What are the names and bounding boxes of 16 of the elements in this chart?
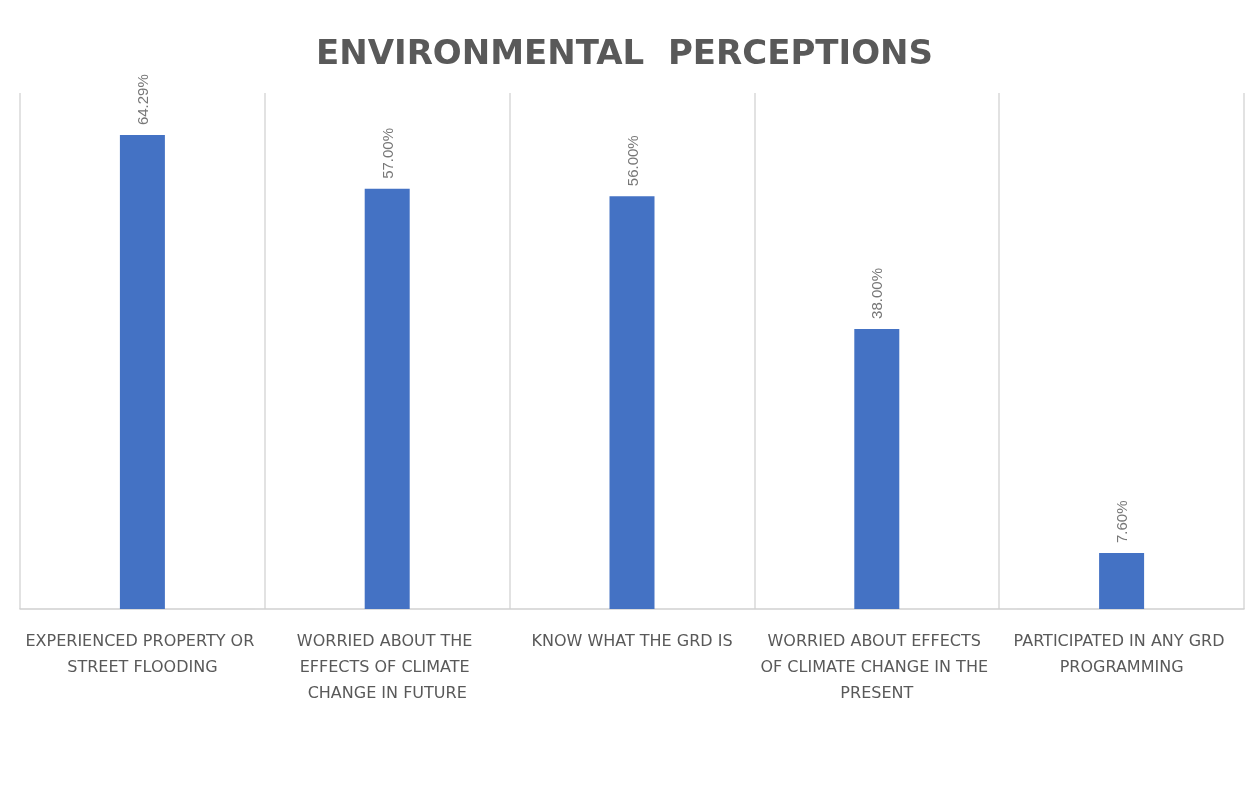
x-tick-label: PARTICIPATED IN ANY GRD PROGRAMMING	[1013, 630, 1230, 676]
x-tick-label: WORRIED ABOUT THE EFFECTS OF CLIMATE CHANGE IN FUTURE	[296, 630, 478, 702]
data-label: 38.00%	[868, 268, 886, 319]
x-tick-label: WORRIED ABOUT EFFECTS OF CLIMATE CHANGE IN THE PRESENT	[760, 630, 994, 702]
bar	[1099, 552, 1145, 609]
bar	[364, 188, 410, 609]
data-label: 64.29%	[133, 74, 151, 126]
data-label: 56.00%	[623, 135, 641, 187]
bar	[609, 196, 655, 609]
data-label: 7.60%	[1113, 500, 1131, 543]
chart-title: ENVIRONMENTAL PERCEPTIONS	[315, 32, 934, 72]
bar	[854, 328, 900, 609]
x-tick-label: KNOW WHAT THE GRD IS	[531, 630, 733, 650]
bar	[119, 135, 165, 609]
data-label: 57.00%	[378, 127, 396, 179]
x-tick-label: EXPERIENCED PROPERTY OR STREET FLOODING	[25, 630, 260, 676]
